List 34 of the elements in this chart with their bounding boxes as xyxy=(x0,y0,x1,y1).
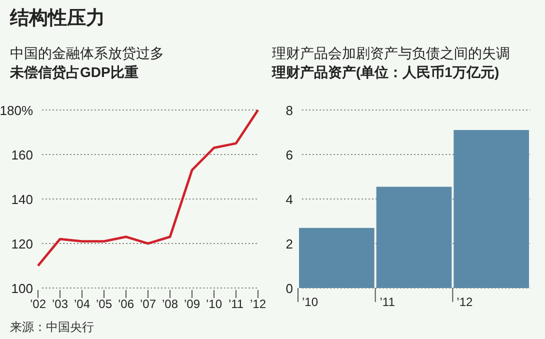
y-tick-label: 160 xyxy=(11,148,33,162)
x-tick-label: ’04 xyxy=(74,297,90,311)
x-tick-label: ’05 xyxy=(96,297,112,311)
y-tick-label: 2 xyxy=(286,236,293,252)
bar xyxy=(299,228,374,288)
x-tick-label: ’12 xyxy=(250,297,266,311)
y-tick-label: 140 xyxy=(11,192,33,207)
bar xyxy=(376,186,452,288)
x-tick-label: ’02 xyxy=(30,297,46,311)
x-tick-label: ’06 xyxy=(118,297,134,311)
y-tick-label: 0 xyxy=(286,281,293,296)
y-tick-label: 8 xyxy=(286,103,293,118)
x-tick-label: ’10 xyxy=(302,295,318,309)
x-tick-label: ’08 xyxy=(162,297,178,311)
source-note: 来源：中国央行 xyxy=(10,320,94,334)
x-tick-label: ’12 xyxy=(456,295,473,309)
chart-title: 中国的金融体系放贷过多 xyxy=(10,45,164,61)
chart-subtitle: 理财产品资产(单位：人民币1万亿元) xyxy=(271,64,500,80)
y-tick-label: 6 xyxy=(286,148,293,162)
bar xyxy=(454,130,529,288)
x-tick-label: ’10 xyxy=(206,297,222,311)
chart-subtitle: 未偿信贷占GDP比重 xyxy=(9,64,138,80)
chart-title: 理财产品会加剧资产与负债之间的失调 xyxy=(272,45,510,61)
x-tick-label: ’07 xyxy=(140,297,156,311)
line-series xyxy=(36,108,260,267)
x-tick-label: ’09 xyxy=(184,297,200,311)
y-tick-label: 100 xyxy=(11,281,33,296)
x-tick-label: ’11 xyxy=(380,295,396,309)
y-tick-label: 180% xyxy=(0,103,34,118)
text: 结构性压力 xyxy=(9,7,105,29)
x-tick-label: ’11 xyxy=(228,297,244,311)
y-tick-label: 120 xyxy=(11,236,33,252)
x-tick-label: ’03 xyxy=(52,297,68,311)
y-tick-label: 4 xyxy=(286,192,293,207)
